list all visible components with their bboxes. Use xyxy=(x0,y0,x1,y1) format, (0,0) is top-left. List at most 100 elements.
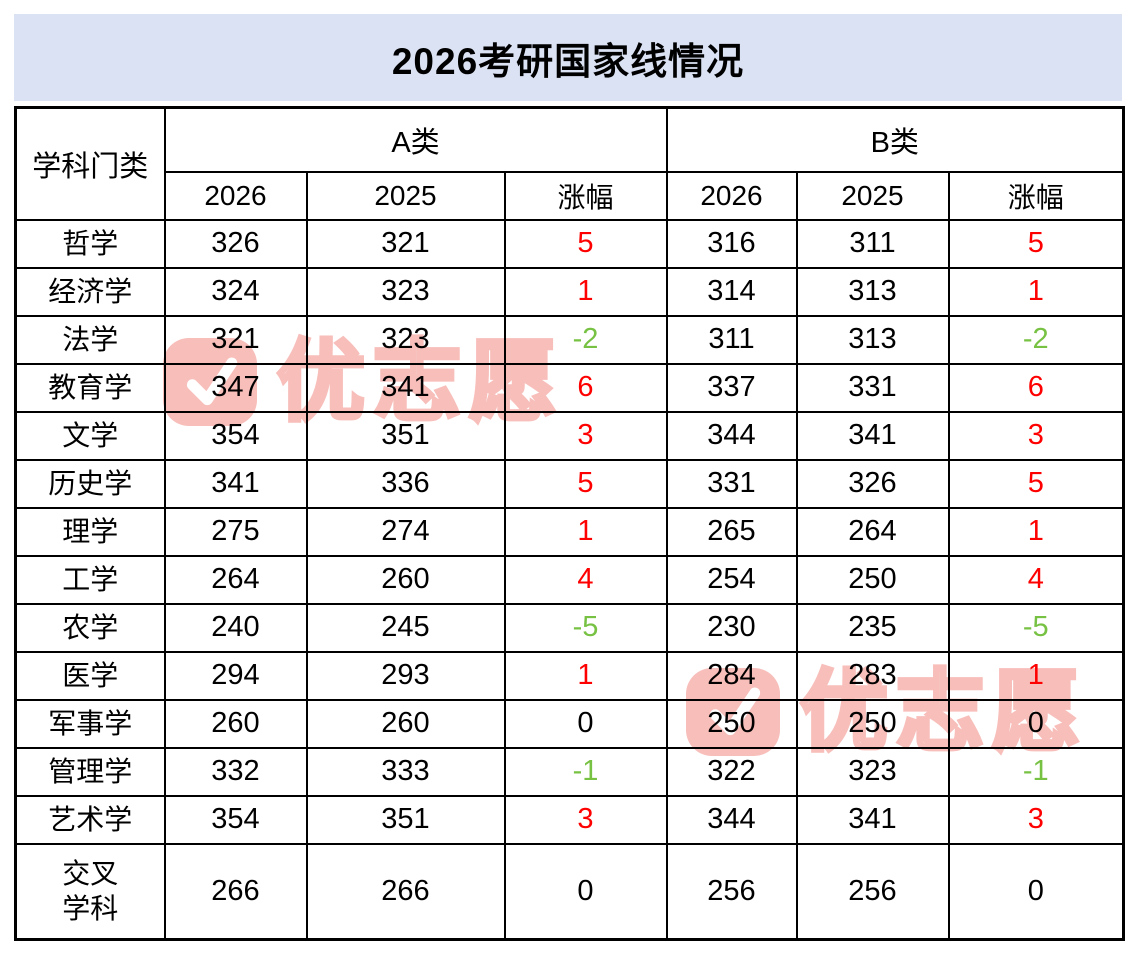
table-row: 历史学 341 336 5 331 326 5 xyxy=(14,458,1125,509)
table-row: 教育学 347 341 6 337 331 6 xyxy=(14,362,1125,413)
table-row: 医学 294 293 1 284 283 1 xyxy=(14,650,1125,701)
column-header-subject-category: 学科门类 xyxy=(14,106,166,221)
table-row: 理学 275 274 1 265 264 1 xyxy=(14,506,1125,557)
b-2025-score: 341 xyxy=(795,794,950,845)
b-2025-score: 341 xyxy=(795,410,950,461)
a-change-value: 3 xyxy=(503,410,668,461)
a-2025-score: 245 xyxy=(305,602,506,653)
a-change-value: 3 xyxy=(503,794,668,845)
b-2026-score: 284 xyxy=(665,650,798,701)
a-change-value: 0 xyxy=(503,842,668,941)
subject-name: 经济学 xyxy=(14,266,166,317)
b-change-value: -5 xyxy=(947,602,1125,653)
a-2026-score: 324 xyxy=(163,266,308,317)
b-2025-score: 323 xyxy=(795,746,950,797)
subheader-b-change: 涨幅 xyxy=(947,170,1125,221)
a-2026-score: 347 xyxy=(163,362,308,413)
a-2025-score: 260 xyxy=(305,554,506,605)
b-change-value: -2 xyxy=(947,314,1125,365)
a-2026-score: 321 xyxy=(163,314,308,365)
table-row: 法学 321 323 -2 311 313 -2 xyxy=(14,314,1125,365)
a-2026-score: 275 xyxy=(163,506,308,557)
a-change-value: 1 xyxy=(503,650,668,701)
a-2025-score: 351 xyxy=(305,794,506,845)
b-2026-score: 250 xyxy=(665,698,798,749)
table-row: 管理学 332 333 -1 322 323 -1 xyxy=(14,746,1125,797)
a-change-value: -1 xyxy=(503,746,668,797)
a-2026-score: 264 xyxy=(163,554,308,605)
table-body: 哲学 326 321 5 316 311 5 经济学 324 323 1 314… xyxy=(14,218,1125,941)
a-2026-score: 332 xyxy=(163,746,308,797)
a-2026-score: 354 xyxy=(163,794,308,845)
b-2026-score: 230 xyxy=(665,602,798,653)
b-change-value: 3 xyxy=(947,410,1125,461)
a-change-value: 6 xyxy=(503,362,668,413)
subject-name: 文学 xyxy=(14,410,166,461)
subheader-b-2025: 2025 xyxy=(795,170,950,221)
table-row: 经济学 324 323 1 314 313 1 xyxy=(14,266,1125,317)
a-2025-score: 351 xyxy=(305,410,506,461)
a-2025-score: 323 xyxy=(305,266,506,317)
b-change-value: 0 xyxy=(947,842,1125,941)
b-2026-score: 311 xyxy=(665,314,798,365)
b-2026-score: 254 xyxy=(665,554,798,605)
a-2026-score: 326 xyxy=(163,218,308,269)
national-line-table: 学科门类 A类 B类 2026 2025 涨幅 2026 2025 涨幅 哲学 … xyxy=(14,106,1126,941)
a-2025-score: 274 xyxy=(305,506,506,557)
a-2025-score: 260 xyxy=(305,698,506,749)
a-2025-score: 336 xyxy=(305,458,506,509)
b-change-value: 6 xyxy=(947,362,1125,413)
subheader-a-2025: 2025 xyxy=(305,170,506,221)
b-change-value: 5 xyxy=(947,458,1125,509)
page-title: 2026考研国家线情况 xyxy=(391,40,745,82)
group-header-b: B类 xyxy=(665,106,1125,173)
subheader-a-change: 涨幅 xyxy=(503,170,668,221)
b-2025-score: 283 xyxy=(795,650,950,701)
b-2025-score: 250 xyxy=(795,698,950,749)
a-2025-score: 323 xyxy=(305,314,506,365)
subheader-a-2026: 2026 xyxy=(163,170,308,221)
table-row: 艺术学 354 351 3 344 341 3 xyxy=(14,794,1125,845)
b-2025-score: 313 xyxy=(795,314,950,365)
subject-name: 工学 xyxy=(14,554,166,605)
subject-name: 哲学 xyxy=(14,218,166,269)
a-2025-score: 333 xyxy=(305,746,506,797)
a-2026-score: 266 xyxy=(163,842,308,941)
b-change-value: 3 xyxy=(947,794,1125,845)
a-2026-score: 294 xyxy=(163,650,308,701)
b-2025-score: 326 xyxy=(795,458,950,509)
b-2025-score: 256 xyxy=(795,842,950,941)
b-change-value: -1 xyxy=(947,746,1125,797)
group-header-a: A类 xyxy=(163,106,668,173)
subject-name: 艺术学 xyxy=(14,794,166,845)
a-change-value: -2 xyxy=(503,314,668,365)
b-change-value: 1 xyxy=(947,650,1125,701)
a-change-value: 1 xyxy=(503,266,668,317)
table-row: 军事学 260 260 0 250 250 0 xyxy=(14,698,1125,749)
b-2026-score: 337 xyxy=(665,362,798,413)
b-2026-score: 322 xyxy=(665,746,798,797)
b-change-value: 1 xyxy=(947,506,1125,557)
table-row: 哲学 326 321 5 316 311 5 xyxy=(14,218,1125,269)
b-2025-score: 331 xyxy=(795,362,950,413)
title-banner: 2026考研国家线情况 xyxy=(14,14,1122,101)
subject-name: 教育学 xyxy=(14,362,166,413)
table-row: 交叉 学科 266 266 0 256 256 0 xyxy=(14,842,1125,941)
b-2025-score: 250 xyxy=(795,554,950,605)
subject-name: 农学 xyxy=(14,602,166,653)
subject-name: 军事学 xyxy=(14,698,166,749)
a-change-value: 5 xyxy=(503,218,668,269)
subject-name: 管理学 xyxy=(14,746,166,797)
a-2025-score: 321 xyxy=(305,218,506,269)
subject-name: 法学 xyxy=(14,314,166,365)
table-row: 农学 240 245 -5 230 235 -5 xyxy=(14,602,1125,653)
a-2025-score: 341 xyxy=(305,362,506,413)
a-change-value: 5 xyxy=(503,458,668,509)
subject-name: 理学 xyxy=(14,506,166,557)
subject-name: 交叉 学科 xyxy=(14,842,166,941)
table-row: 文学 354 351 3 344 341 3 xyxy=(14,410,1125,461)
b-2026-score: 265 xyxy=(665,506,798,557)
b-2026-score: 256 xyxy=(665,842,798,941)
b-2026-score: 331 xyxy=(665,458,798,509)
